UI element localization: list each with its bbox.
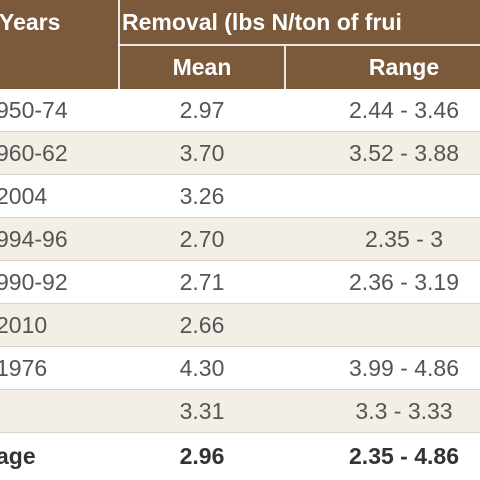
table-row: 994-96 2.70 2.35 - 3	[0, 218, 480, 261]
cell-mean: 2.97	[179, 97, 225, 123]
table-row: 960-62 3.70 3.52 - 3.88	[0, 132, 480, 175]
header-range: Range	[368, 54, 440, 80]
cell-range: 3.52 - 3.88	[349, 140, 459, 166]
cell-mean: 2.71	[179, 269, 225, 295]
table-row: 3.31 3.3 - 3.33	[0, 390, 480, 433]
table-header: Years Removal (lbs N/ton of frui Mean Ra…	[0, 0, 480, 89]
cell-mean: 2.66	[179, 312, 225, 338]
cell-years: 2010	[0, 312, 48, 338]
table-row: 990-92 2.71 2.36 - 3.19	[0, 261, 480, 304]
cell-years: 960-62	[0, 140, 68, 166]
average-range: 2.35 - 4.86	[349, 443, 459, 469]
header-divider	[118, 44, 480, 46]
cell-years: 990-92	[0, 269, 68, 295]
cell-range: 2.35 - 3	[365, 226, 443, 252]
cell-years: 2004	[0, 183, 48, 209]
cell-range: 3.3 - 3.33	[355, 398, 453, 424]
header-removal: Removal (lbs N/ton of frui	[122, 9, 402, 35]
header-divider	[284, 46, 286, 89]
cell-years: 950-74	[0, 97, 68, 123]
table-row: 1976 4.30 3.99 - 4.86	[0, 347, 480, 390]
cell-mean: 3.70	[179, 140, 225, 166]
cell-mean: 2.70	[179, 226, 225, 252]
cell-years: 994-96	[0, 226, 68, 252]
average-label: age	[0, 443, 36, 469]
cell-range: 3.99 - 4.86	[349, 355, 459, 381]
cell-mean: 3.26	[179, 183, 225, 209]
cell-mean: 3.31	[179, 398, 225, 424]
header-years: Years	[0, 9, 61, 35]
cell-years: 1976	[0, 355, 48, 381]
header-mean: Mean	[172, 54, 232, 80]
table-row: 950-74 2.97 2.44 - 3.46	[0, 89, 480, 132]
average-mean: 2.96	[179, 443, 225, 469]
cell-range: 2.44 - 3.46	[349, 97, 459, 123]
cell-mean: 4.30	[179, 355, 225, 381]
cell-range: 2.36 - 3.19	[349, 269, 459, 295]
table-row: 2010 2.66	[0, 304, 480, 347]
average-row: age 2.96 2.35 - 4.86	[0, 433, 480, 480]
table-row: 2004 3.26	[0, 175, 480, 218]
